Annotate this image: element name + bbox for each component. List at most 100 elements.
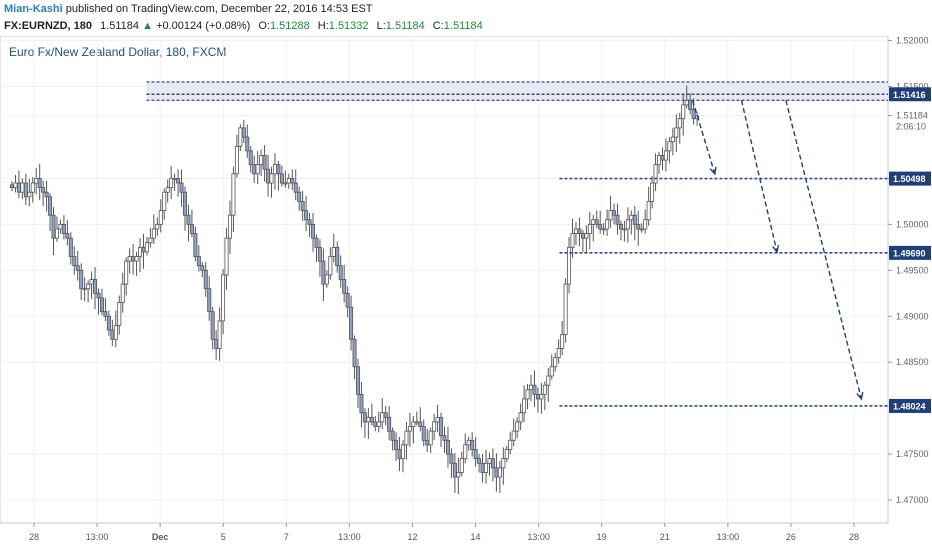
candle-body <box>79 269 84 290</box>
candle-body <box>210 311 215 340</box>
candle-body <box>674 127 679 138</box>
candle-body <box>321 260 326 285</box>
candle-body <box>68 237 73 257</box>
published-text: published on TradingView.com, December 2… <box>65 3 373 15</box>
candle-body <box>234 145 239 175</box>
candle-body <box>612 210 617 216</box>
candle-body <box>470 439 475 450</box>
candle-body <box>380 412 385 423</box>
candle-body <box>535 393 540 400</box>
candle-body <box>58 223 63 230</box>
candle-body <box>473 449 478 460</box>
candle-body <box>65 233 70 239</box>
candle-body <box>359 393 364 414</box>
candles <box>9 85 700 494</box>
candle-body <box>269 173 274 184</box>
candle-body <box>314 237 319 248</box>
y-tick-label: 1.48500 <box>896 357 929 367</box>
candle-body <box>646 200 651 221</box>
candle-body <box>622 228 627 231</box>
candle-body <box>196 256 201 267</box>
candle-body <box>30 182 35 193</box>
candle-body <box>484 462 489 473</box>
level-price-label: 1.48024 <box>893 401 926 411</box>
candle-body <box>525 389 530 400</box>
x-tick-label: 14 <box>471 532 481 542</box>
x-tick-label: 19 <box>597 532 607 542</box>
candle-body <box>165 187 170 193</box>
x-tick-label: 13:00 <box>86 532 109 542</box>
y-tick-label: 1.49500 <box>896 265 929 275</box>
candle-body <box>238 127 243 147</box>
y-axis[interactable]: 1.520001.515001.511841.505001.500001.495… <box>888 36 931 505</box>
candle-body <box>553 357 558 368</box>
candle-body <box>688 99 693 110</box>
publish-line: Mian-Kashi published on TradingView.com,… <box>4 3 373 15</box>
candle-body <box>355 366 360 395</box>
candle-body <box>414 421 419 424</box>
candle-body <box>224 237 229 276</box>
x-tick-label: 13:00 <box>717 532 740 542</box>
candle-body <box>134 256 139 262</box>
candle-body <box>411 421 416 427</box>
candle-body <box>394 439 399 450</box>
candle-body <box>106 315 111 331</box>
candle-body <box>259 155 264 166</box>
candle-body <box>456 472 461 478</box>
candle-body <box>497 467 502 478</box>
candle-body <box>459 458 464 473</box>
candle-body <box>667 141 672 152</box>
candle-body <box>262 155 267 170</box>
candle-body <box>307 219 312 225</box>
candle-body <box>99 297 104 313</box>
level-lines <box>146 93 888 407</box>
candle-body <box>189 223 194 234</box>
candle-body <box>542 384 547 395</box>
last-price: 1.51184 <box>100 20 140 32</box>
candle-body <box>591 219 596 225</box>
candle-body <box>207 288 212 313</box>
candle-body <box>148 237 153 244</box>
y-tick-label: 1.51184 <box>896 111 928 121</box>
candle-body <box>110 329 115 340</box>
candle-body <box>663 150 668 161</box>
x-axis[interactable]: 28 13:00 Dec 5 7 13:00 12 14 13:00 19 21 13:00 26 28 <box>29 523 859 542</box>
candle-body <box>331 246 336 257</box>
candle-body <box>131 256 136 262</box>
y-tick-label: 1.47500 <box>896 449 929 459</box>
candle-body <box>252 164 257 175</box>
candle-body <box>200 265 205 271</box>
candle-body <box>138 246 143 257</box>
projection-line <box>785 100 863 400</box>
candle-body <box>418 421 423 427</box>
candle-body <box>345 292 350 308</box>
y-tick-label: 1.52000 <box>896 36 929 46</box>
price-change: +0.00124 (+0.08%) <box>156 20 251 32</box>
candle-body <box>221 274 226 322</box>
candle-body <box>452 462 457 478</box>
candle-body <box>227 214 232 239</box>
author-link[interactable]: Mian-Kashi <box>4 3 63 15</box>
level-price-label: 1.51416 <box>893 90 926 100</box>
candle-body <box>650 182 655 202</box>
candle-body <box>179 182 184 193</box>
candle-body <box>266 168 271 184</box>
candle-body <box>421 426 426 441</box>
candle-body <box>44 191 49 198</box>
price-chart[interactable]: Euro Fx/New Zealand Dollar, 180, FXCM 1.… <box>0 36 932 550</box>
candle-body <box>162 191 167 211</box>
candle-body <box>567 246 572 285</box>
candle-body <box>560 334 565 349</box>
candle-body <box>618 223 623 230</box>
level-price-tag <box>889 171 931 186</box>
y-tick-label: 1.49000 <box>896 311 929 321</box>
candle-body <box>93 279 98 294</box>
candle-body <box>570 233 575 248</box>
candle-body <box>293 182 298 193</box>
candle-body <box>311 223 316 239</box>
candle-body <box>89 279 94 285</box>
level-price-label: 1.49690 <box>893 248 926 258</box>
projection-arrowhead <box>772 244 780 254</box>
candle-body <box>504 449 509 460</box>
level-price-tag <box>889 87 931 102</box>
